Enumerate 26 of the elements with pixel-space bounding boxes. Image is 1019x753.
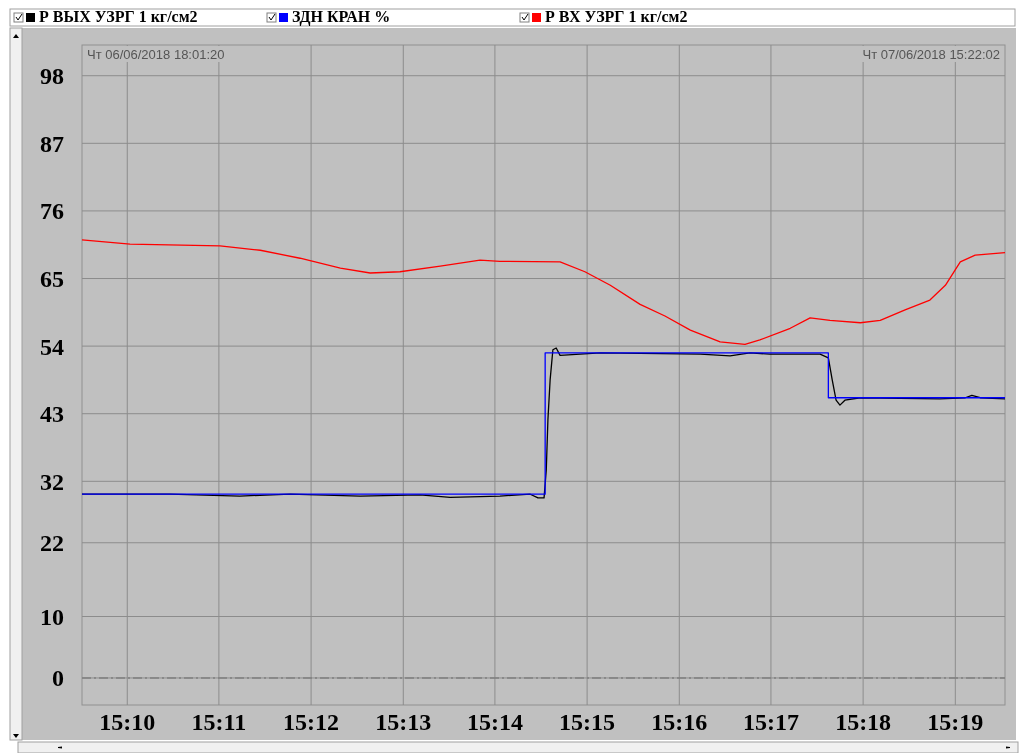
y-tick-label: 32 [40, 468, 64, 495]
y-tick-label: 87 [40, 130, 64, 157]
x-tick-label: 15:17 [742, 709, 799, 735]
y-tick-label: 43 [40, 401, 64, 428]
x-tick-label: 15:19 [927, 709, 984, 735]
legend-label: Р ВХ УЗРГ 1 кг/см2 [545, 8, 688, 25]
line-series [81, 239, 1006, 345]
x-tick-label: 15:13 [375, 709, 432, 735]
y-tick-label: 0 [52, 665, 64, 692]
y-tick-label: 98 [40, 63, 64, 90]
y-tick-label: 65 [40, 265, 64, 292]
annotation: Чт 06/06/2018 18:01:20 [87, 47, 225, 62]
y-tick-label: 10 [40, 603, 64, 630]
x-tick-label: 15:11 [191, 709, 247, 735]
x-tick-label: 15:15 [559, 709, 616, 735]
x-tick-label: 15:12 [283, 709, 340, 735]
y-tick-label: 54 [40, 333, 64, 360]
x-tick-label: 15:18 [835, 709, 892, 735]
legend-label: Р ВЫХ УЗРГ 1 кг/см2 [39, 8, 198, 25]
y-tick-label: 22 [40, 530, 64, 557]
x-tick-label: 15:16 [651, 709, 708, 735]
y-tick-label: 76 [40, 198, 64, 225]
x-tick-label: 15:10 [99, 709, 156, 735]
legend-label: ЗДН КРАН % [292, 8, 391, 26]
annotation: Чт 07/06/2018 15:22:02 [862, 47, 1000, 62]
x-tick-label: 15:14 [466, 709, 523, 735]
